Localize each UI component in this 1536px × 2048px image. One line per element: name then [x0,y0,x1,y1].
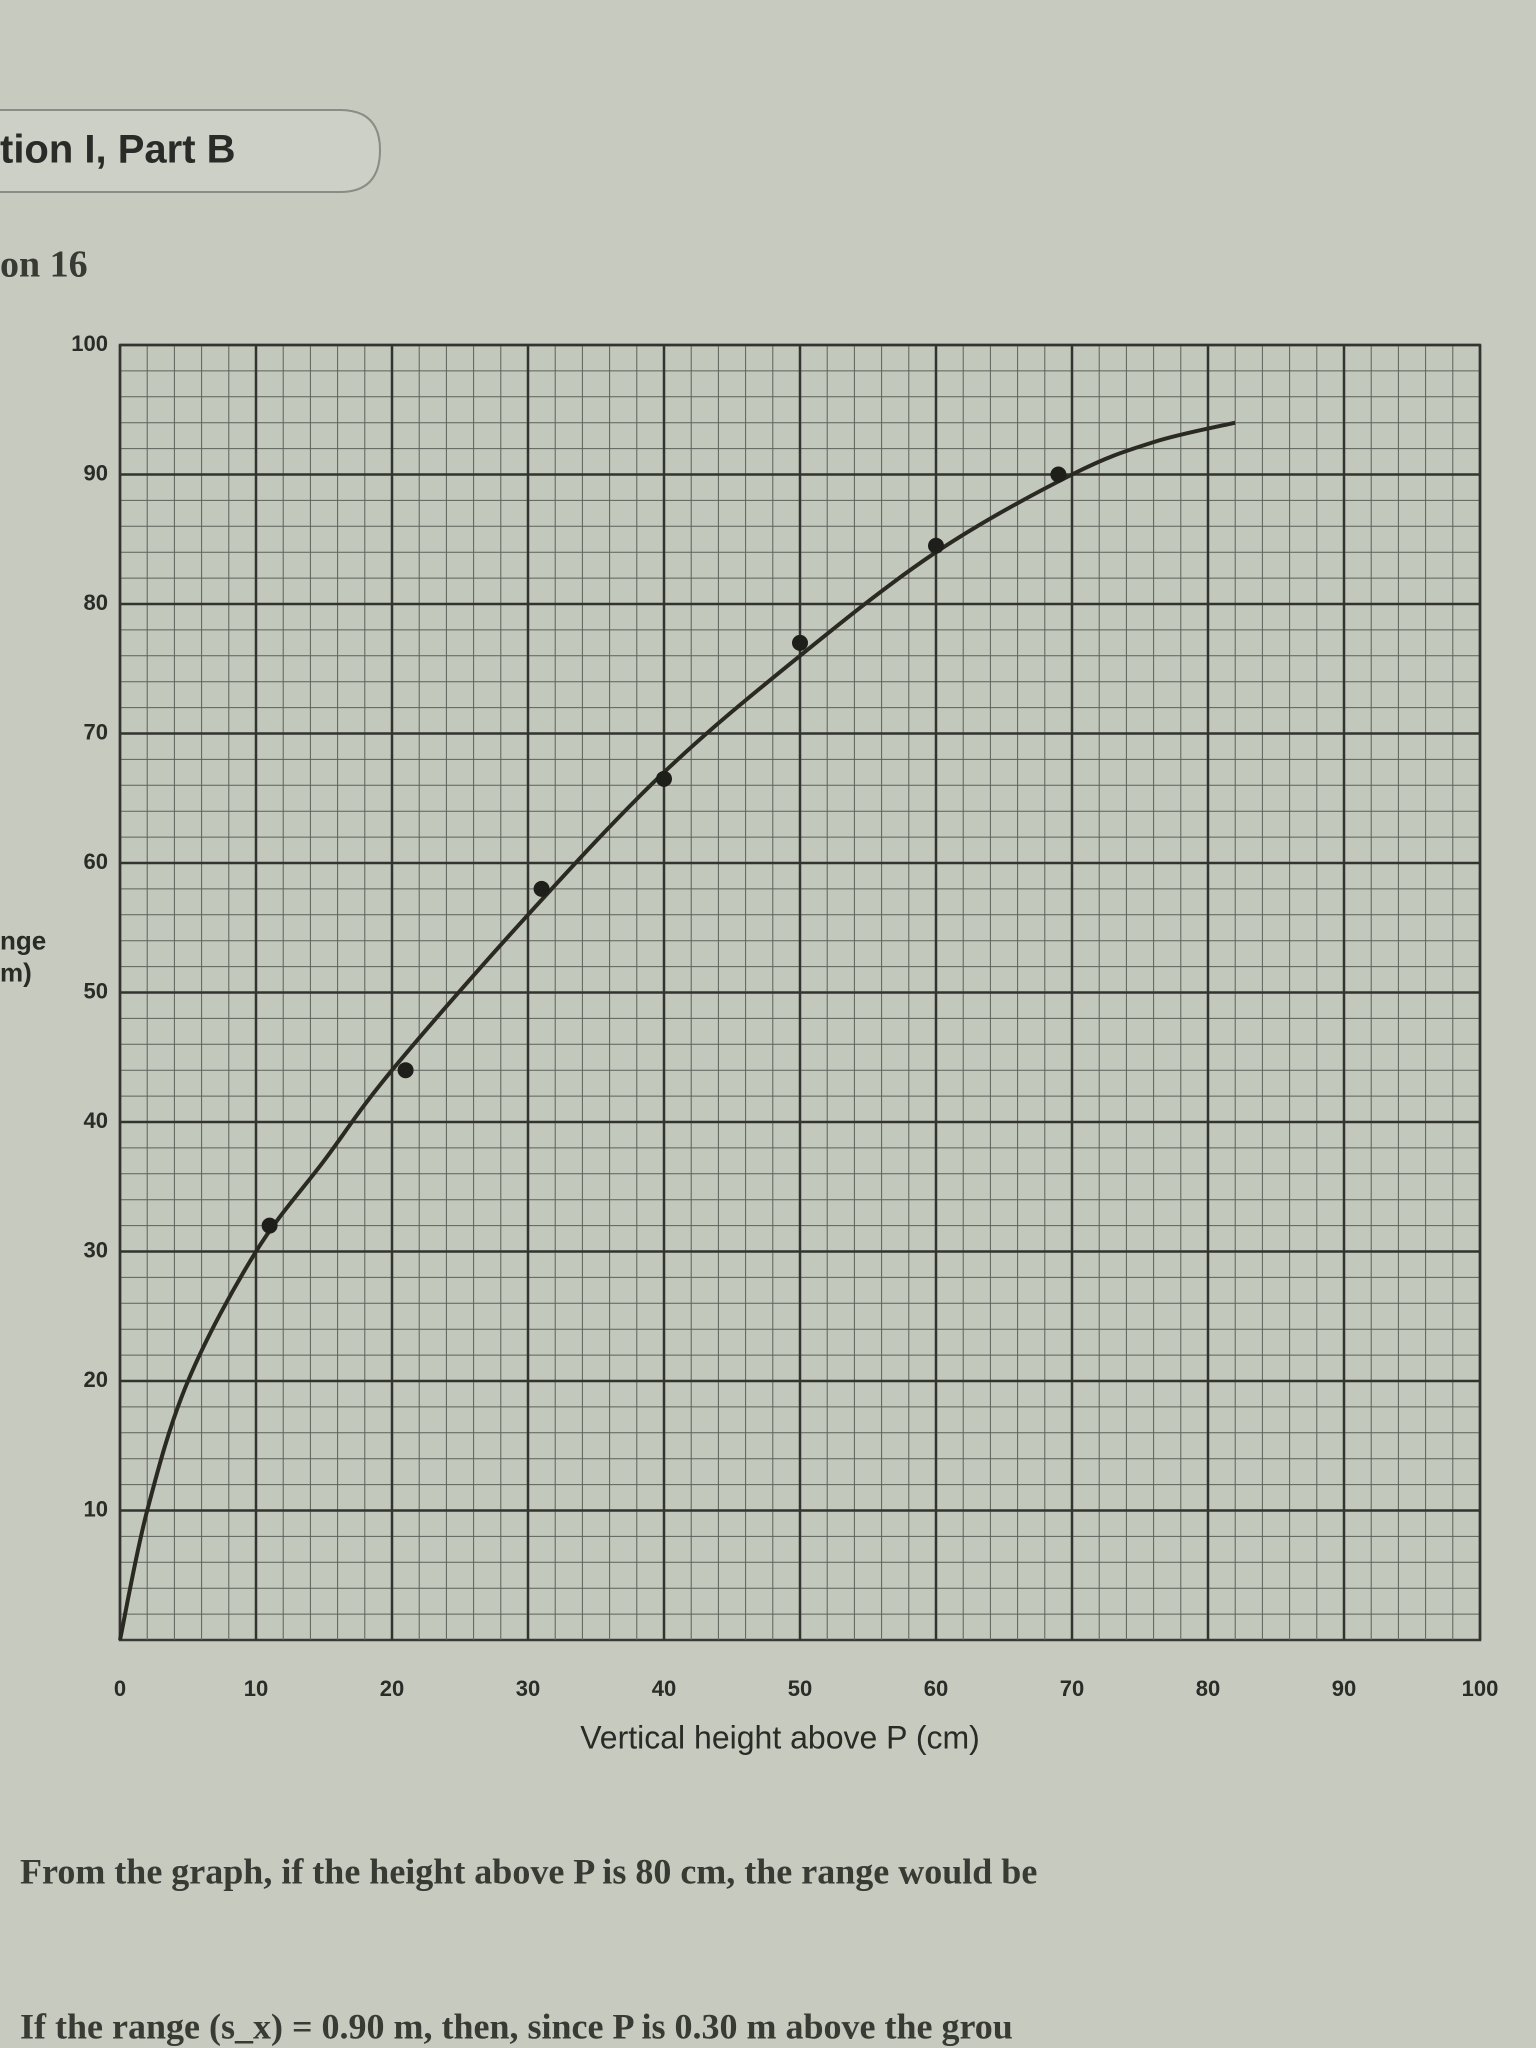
y-axis-label: nge [0,925,46,955]
y-tick-label: 80 [84,590,108,615]
x-tick-label: 40 [652,1676,676,1701]
x-tick-label: 70 [1060,1676,1084,1701]
x-tick-label: 30 [516,1676,540,1701]
section-tab [0,109,382,193]
x-tick-label: 20 [380,1676,404,1701]
data-point [1050,466,1067,483]
x-tick-label: 90 [1332,1676,1356,1701]
data-point [928,537,944,554]
y-tick-label: 20 [84,1367,108,1392]
data-point [533,880,550,897]
x-axis-label: Vertical height above P (cm) [580,1719,980,1755]
y-tick-label: 70 [84,719,108,744]
x-tick-label: 100 [1462,1676,1499,1701]
y-axis-label: m) [0,957,32,987]
body-text: From the graph, if the height above P is… [20,1851,1037,1891]
data-point [792,634,808,651]
y-tick-label: 10 [84,1496,108,1521]
x-tick-label: 50 [788,1676,812,1701]
y-tick-label: 40 [84,1108,108,1133]
section-title: tion I, Part B [0,128,236,172]
x-tick-label: 0 [114,1676,126,1701]
fitted-curve [118,420,1236,1641]
y-tick-label: 50 [84,978,108,1003]
x-tick-label: 10 [244,1676,268,1701]
data-point [397,1062,414,1079]
y-tick-label: 30 [84,1237,108,1262]
x-tick-label: 60 [924,1676,948,1701]
y-tick-label: 60 [84,849,108,874]
y-tick-label: 90 [84,460,108,485]
y-tick-label: 100 [71,331,108,356]
data-point [656,770,672,787]
data-point [261,1217,278,1234]
body-text: If the range (s_x) = 0.90 m, then, since… [20,2006,1013,2046]
question-number: on 16 [0,244,88,286]
x-tick-label: 80 [1196,1676,1220,1701]
